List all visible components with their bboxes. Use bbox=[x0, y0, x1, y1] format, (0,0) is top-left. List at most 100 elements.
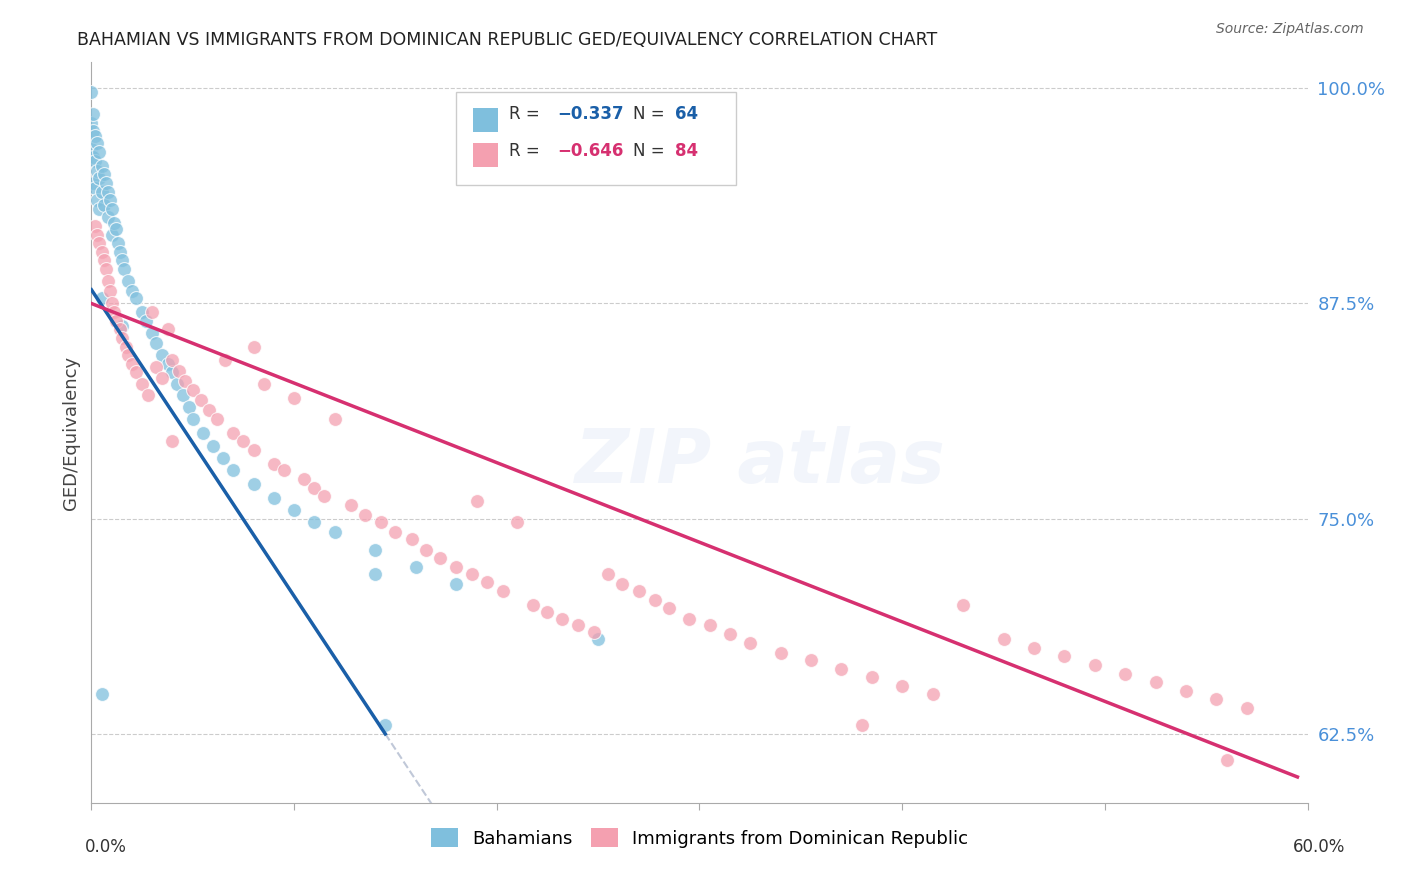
Point bbox=[214, 353, 236, 368]
Point bbox=[851, 718, 873, 732]
Point bbox=[177, 400, 200, 414]
Point bbox=[253, 377, 276, 392]
Y-axis label: GED/Equivalency: GED/Equivalency bbox=[62, 356, 80, 509]
Point bbox=[82, 107, 104, 121]
Text: BAHAMIAN VS IMMIGRANTS FROM DOMINICAN REPUBLIC GED/EQUIVALENCY CORRELATION CHART: BAHAMIAN VS IMMIGRANTS FROM DOMINICAN RE… bbox=[77, 31, 938, 49]
Point bbox=[304, 481, 326, 495]
Point bbox=[103, 216, 125, 230]
Point bbox=[89, 145, 111, 159]
Point bbox=[80, 142, 103, 156]
Point bbox=[172, 388, 194, 402]
Point bbox=[492, 584, 515, 599]
Point bbox=[100, 227, 122, 242]
Point bbox=[586, 632, 609, 647]
Text: N =: N = bbox=[633, 105, 664, 123]
Point bbox=[90, 244, 112, 259]
Point bbox=[242, 339, 264, 353]
Point bbox=[283, 503, 305, 517]
Point bbox=[699, 618, 721, 632]
Point bbox=[86, 136, 108, 151]
Point bbox=[162, 353, 184, 368]
Point bbox=[131, 377, 153, 392]
Point bbox=[740, 635, 762, 649]
Point bbox=[125, 291, 148, 305]
Point bbox=[98, 285, 121, 299]
Point bbox=[212, 451, 235, 466]
Point bbox=[444, 560, 467, 574]
FancyBboxPatch shape bbox=[456, 92, 735, 185]
Point bbox=[465, 494, 488, 508]
Point bbox=[1144, 675, 1167, 690]
Point bbox=[82, 176, 104, 190]
Point bbox=[90, 159, 112, 173]
Point bbox=[860, 670, 883, 684]
Point bbox=[1114, 666, 1136, 681]
Point bbox=[222, 463, 245, 477]
FancyBboxPatch shape bbox=[474, 143, 498, 167]
Point bbox=[205, 412, 228, 426]
Point bbox=[891, 679, 914, 693]
Point bbox=[304, 515, 326, 529]
Point bbox=[627, 584, 650, 599]
Point bbox=[921, 687, 943, 701]
Point bbox=[173, 374, 195, 388]
Text: ZIP atlas: ZIP atlas bbox=[575, 425, 946, 499]
Point bbox=[89, 202, 111, 216]
Point bbox=[374, 718, 396, 732]
Point bbox=[89, 170, 111, 185]
Point bbox=[94, 262, 117, 277]
Point bbox=[84, 153, 107, 168]
Point bbox=[384, 525, 406, 540]
Point bbox=[104, 314, 127, 328]
Text: R =: R = bbox=[509, 105, 540, 123]
Point bbox=[323, 412, 346, 426]
Point bbox=[522, 598, 544, 612]
Point bbox=[145, 360, 167, 375]
Text: 64: 64 bbox=[675, 105, 699, 123]
Point bbox=[222, 425, 245, 440]
Point bbox=[111, 318, 134, 333]
Text: R =: R = bbox=[509, 143, 540, 161]
Point bbox=[598, 566, 620, 581]
FancyBboxPatch shape bbox=[474, 108, 498, 132]
Point bbox=[1236, 701, 1258, 715]
Point bbox=[612, 577, 634, 591]
Point bbox=[89, 236, 111, 251]
Point bbox=[84, 219, 107, 233]
Point bbox=[429, 551, 451, 566]
Point bbox=[242, 442, 264, 457]
Point bbox=[117, 348, 139, 362]
Text: 60.0%: 60.0% bbox=[1292, 838, 1346, 855]
Point bbox=[150, 370, 173, 384]
Text: 0.0%: 0.0% bbox=[84, 838, 127, 855]
Point bbox=[141, 326, 163, 340]
Point bbox=[97, 274, 120, 288]
Point bbox=[162, 365, 184, 379]
Point bbox=[141, 305, 163, 319]
Point bbox=[90, 291, 112, 305]
Point bbox=[181, 383, 204, 397]
Point bbox=[181, 412, 204, 426]
Point bbox=[364, 566, 387, 581]
Point bbox=[567, 618, 589, 632]
Point bbox=[198, 403, 221, 417]
Point bbox=[1205, 692, 1227, 706]
Point bbox=[583, 625, 606, 640]
Point bbox=[370, 515, 392, 529]
Point bbox=[104, 222, 127, 236]
Point bbox=[108, 244, 131, 259]
Point bbox=[273, 463, 295, 477]
Point bbox=[136, 388, 159, 402]
Point bbox=[1215, 753, 1237, 767]
Point bbox=[90, 185, 112, 199]
Point bbox=[97, 211, 120, 225]
Point bbox=[115, 339, 138, 353]
Point bbox=[263, 491, 285, 505]
Point bbox=[475, 575, 498, 590]
Point bbox=[157, 322, 180, 336]
Point bbox=[506, 515, 529, 529]
Point bbox=[121, 357, 143, 371]
Point bbox=[444, 577, 467, 591]
Point bbox=[191, 425, 214, 440]
Legend: Bahamians, Immigrants from Dominican Republic: Bahamians, Immigrants from Dominican Rep… bbox=[422, 819, 977, 856]
